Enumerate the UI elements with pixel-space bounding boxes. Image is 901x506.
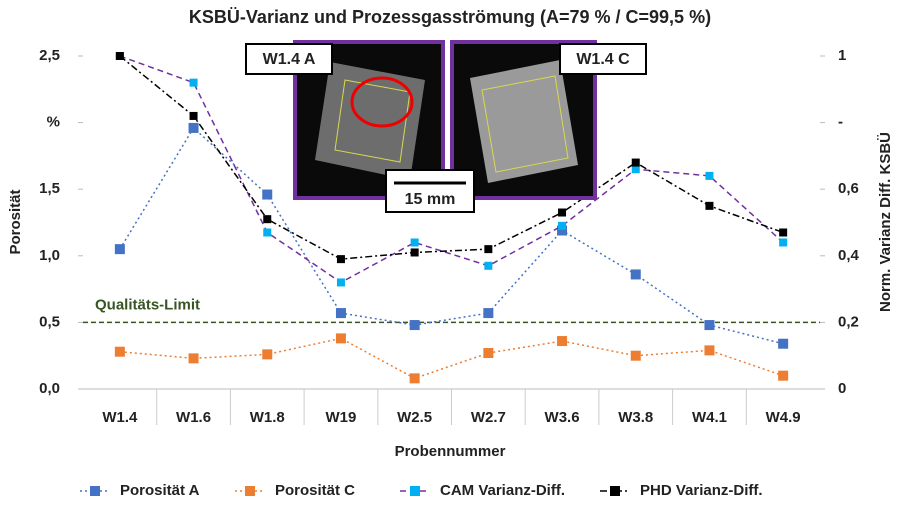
- marker: [558, 208, 567, 217]
- series-line: [119, 126, 784, 345]
- series-line: [119, 55, 784, 284]
- scale-label: 15 mm: [405, 191, 456, 208]
- marker: [704, 345, 715, 356]
- legend-label: PHD Varianz-Diff.: [640, 482, 763, 499]
- marker: [484, 245, 493, 254]
- marker: [188, 122, 199, 133]
- x-tick-label: W2.5: [397, 409, 432, 426]
- marker: [115, 52, 124, 60]
- marker: [705, 171, 714, 180]
- marker: [779, 238, 788, 247]
- x-tick-label: W4.1: [692, 409, 727, 426]
- marker: [263, 215, 272, 224]
- y2-tick-label: 0,2: [838, 313, 859, 330]
- y2-tick-label: 0,4: [838, 247, 860, 264]
- x-tick-label: W19: [326, 409, 357, 426]
- x-tick-label: W2.7: [471, 409, 506, 426]
- y2-tick-label: 0,6: [838, 180, 859, 197]
- marker: [631, 158, 640, 167]
- y-tick-label: 2,5: [39, 47, 60, 64]
- x-tick-label: W1.8: [250, 409, 285, 426]
- legend-label: Porosität C: [275, 482, 355, 499]
- marker: [631, 165, 640, 174]
- y2-tick-label: 1: [838, 47, 846, 64]
- marker: [778, 338, 789, 349]
- y-tick-label: %: [47, 114, 60, 131]
- x-tick-label: W3.8: [618, 409, 653, 426]
- marker: [410, 238, 419, 247]
- inset: W1.4 A W1.4 C 15 mm: [245, 40, 647, 213]
- marker: [262, 349, 273, 360]
- marker: [189, 111, 198, 120]
- sample: [315, 62, 425, 180]
- y-axis-title: Porosität: [7, 189, 24, 254]
- y2-tick-label: -: [838, 114, 843, 131]
- marker: [630, 350, 641, 361]
- plot: 0,0 0,5 1,0 1,5% 2,5 0 0,2 0,4 0,6 - 1 W1.4 W1.6 W1.8…: [39, 47, 859, 426]
- marker: [778, 370, 789, 381]
- x-axis-title: Probennummer: [395, 443, 506, 460]
- y-tick-label: 0,5: [39, 313, 60, 330]
- legend: Porosität A Porosität C CAM Varianz-Diff. P…: [80, 482, 763, 499]
- marker: [114, 244, 125, 255]
- roi: [481, 75, 569, 173]
- legend-label: Porosität A: [120, 482, 200, 499]
- marker: [189, 78, 198, 87]
- marker: [410, 248, 419, 257]
- series-line: [119, 55, 784, 260]
- marker: [188, 353, 199, 364]
- legend-marker: [90, 486, 100, 496]
- marker: [409, 373, 420, 384]
- marker: [263, 228, 272, 237]
- marker: [335, 333, 346, 344]
- marker: [409, 320, 420, 331]
- defect-circle: [350, 76, 414, 128]
- y2-axis-title: Norm. Varianz Diff. KSBÜ: [877, 132, 894, 312]
- scale-box: [385, 169, 475, 213]
- marker: [483, 308, 494, 319]
- y-tick-label: 1,0: [39, 247, 60, 264]
- x-tick-label: W1.4: [102, 409, 138, 426]
- x-tick-label: W1.6: [176, 409, 211, 426]
- marker: [335, 308, 346, 319]
- marker: [483, 348, 494, 359]
- label-box: [559, 43, 647, 75]
- inset-label: W1.4 C: [576, 51, 630, 68]
- marker: [630, 269, 641, 280]
- y-tick-label: 0,0: [39, 380, 60, 397]
- marker: [484, 261, 493, 270]
- marker: [558, 221, 567, 230]
- chart-title: KSBÜ-Varianz und Prozessgasströmung (A=7…: [189, 7, 711, 27]
- legend-label: CAM Varianz-Diff.: [440, 482, 565, 499]
- marker: [557, 336, 568, 347]
- marker: [557, 225, 568, 236]
- y-tick-label: 1,5: [39, 180, 60, 197]
- label-box: [245, 43, 333, 75]
- legend-marker: [610, 486, 620, 496]
- y2-tick-label: 0: [838, 380, 846, 397]
- legend-marker: [245, 486, 255, 496]
- legend-marker: [410, 486, 420, 496]
- roi: [334, 79, 411, 163]
- marker: [705, 201, 714, 210]
- marker: [336, 255, 345, 264]
- marker: [262, 189, 273, 200]
- marker: [779, 228, 788, 237]
- marker: [704, 320, 715, 331]
- x-tick-label: W4.9: [766, 409, 801, 426]
- inset-label: W1.4 A: [263, 51, 316, 68]
- marker: [336, 278, 345, 287]
- x-tick-label: W3.6: [545, 409, 580, 426]
- series-line: [119, 337, 784, 380]
- sample: [470, 60, 578, 183]
- marker: [114, 346, 125, 357]
- quality-limit-label: Qualitäts-Limit: [95, 296, 200, 313]
